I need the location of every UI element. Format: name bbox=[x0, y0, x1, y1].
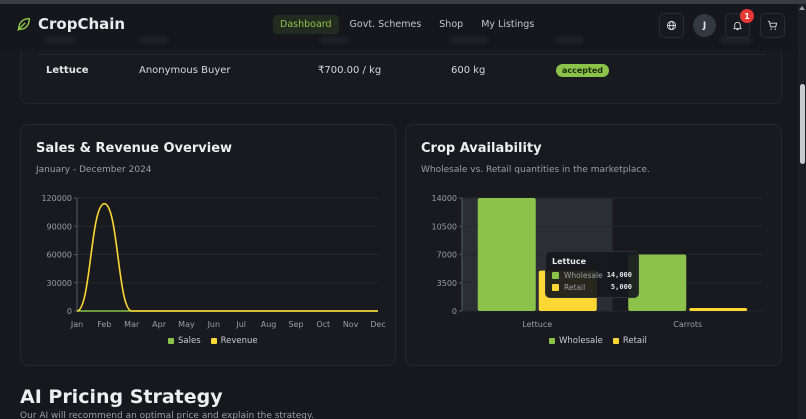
svg-text:Sep: Sep bbox=[288, 320, 303, 329]
tooltip-swatch bbox=[552, 283, 559, 291]
tooltip-label: Retail bbox=[564, 282, 586, 292]
legend-swatch bbox=[612, 338, 619, 344]
table-header-divider bbox=[37, 54, 765, 55]
chart-legend: Wholesale Retail bbox=[549, 336, 647, 346]
blurred-table-header bbox=[45, 37, 75, 43]
svg-text:7000: 7000 bbox=[437, 251, 457, 260]
card-title: Crop Availability bbox=[421, 141, 542, 156]
bar-carrots-wholesale bbox=[628, 254, 687, 311]
legend-label: Wholesale bbox=[559, 336, 603, 346]
svg-text:Oct: Oct bbox=[316, 320, 330, 329]
card-title: Sales & Revenue Overview bbox=[36, 141, 233, 156]
tooltip-value: 14,000 bbox=[606, 271, 632, 279]
cell-price: ₹700.00 / kg bbox=[318, 65, 382, 76]
cart-icon bbox=[767, 20, 778, 30]
svg-text:Feb: Feb bbox=[97, 320, 111, 329]
svg-text:0: 0 bbox=[452, 307, 457, 316]
globe-icon bbox=[666, 20, 677, 31]
leaf-icon bbox=[17, 17, 31, 31]
svg-text:10500: 10500 bbox=[432, 222, 457, 231]
svg-text:90000: 90000 bbox=[47, 222, 72, 231]
bar-carrots-retail bbox=[689, 308, 748, 311]
legend-swatch bbox=[549, 338, 555, 344]
language-button[interactable] bbox=[659, 13, 684, 38]
svg-text:3500: 3500 bbox=[437, 279, 457, 288]
top-nav-bar: CropChain Dashboard Govt. Schemes Shop M… bbox=[0, 4, 798, 50]
legend-swatch bbox=[210, 338, 217, 344]
scroll-up-arrow-icon[interactable] bbox=[799, 6, 805, 10]
crop-availability-bar-chart[interactable]: 0 3500 7000 10500 14000 Lettuce Carrots bbox=[406, 125, 783, 367]
svg-text:Lettuce: Lettuce bbox=[522, 320, 552, 329]
crop-availability-card: Crop Availability Wholesale vs. Retail q… bbox=[405, 124, 782, 366]
cell-crop: Lettuce bbox=[46, 65, 89, 76]
svg-text:Jan: Jan bbox=[70, 320, 83, 329]
tooltip-title: Lettuce bbox=[552, 257, 587, 266]
svg-text:30000: 30000 bbox=[47, 279, 72, 288]
svg-text:14000: 14000 bbox=[432, 194, 457, 203]
svg-text:60000: 60000 bbox=[47, 251, 72, 260]
cart-button[interactable] bbox=[760, 13, 785, 38]
chart-legend: Sales Revenue bbox=[168, 336, 258, 346]
blurred-table-header bbox=[320, 37, 348, 43]
tooltip-row-wholesale: Wholesale 14,000 bbox=[552, 269, 632, 281]
tooltip-swatch bbox=[552, 271, 559, 279]
nav-dashboard[interactable]: Dashboard bbox=[273, 15, 339, 34]
svg-text:0: 0 bbox=[67, 307, 72, 316]
legend-label: Retail bbox=[622, 336, 647, 346]
tooltip-row-retail: Retail 5,000 bbox=[552, 281, 632, 293]
nav-shop[interactable]: Shop bbox=[439, 19, 464, 30]
main-nav: Dashboard Govt. Schemes Shop My Listings bbox=[273, 15, 541, 34]
legend-item-retail[interactable]: Retail bbox=[612, 336, 647, 346]
series-revenue bbox=[76, 202, 378, 312]
chart-tooltip: Lettuce Wholesale 14,000 Retail 5,000 bbox=[545, 251, 639, 298]
legend-item-sales[interactable]: Sales bbox=[168, 336, 201, 346]
cell-buyer: Anonymous Buyer bbox=[139, 65, 231, 76]
bell-icon bbox=[733, 21, 742, 31]
tooltip-value: 5,000 bbox=[610, 283, 632, 291]
svg-text:May: May bbox=[178, 320, 195, 329]
blurred-table-header bbox=[140, 37, 168, 43]
browser-top-strip bbox=[0, 0, 806, 4]
scrollbar-thumb[interactable] bbox=[800, 84, 805, 164]
svg-text:Mar: Mar bbox=[124, 320, 140, 329]
nav-my-listings[interactable]: My Listings bbox=[481, 19, 535, 30]
svg-text:Jul: Jul bbox=[235, 320, 246, 329]
legend-swatch bbox=[168, 338, 174, 344]
blurred-table-header bbox=[450, 37, 488, 43]
card-subtitle: Wholesale vs. Retail quantities in the m… bbox=[421, 165, 650, 175]
status-badge: accepted bbox=[556, 64, 610, 77]
tooltip-label: Wholesale bbox=[564, 270, 603, 280]
legend-label: Sales bbox=[178, 336, 201, 346]
svg-text:Carrots: Carrots bbox=[673, 320, 702, 329]
legend-item-revenue[interactable]: Revenue bbox=[210, 336, 258, 346]
card-subtitle: January - December 2024 bbox=[36, 165, 152, 175]
sales-revenue-line-chart[interactable]: 0 30000 60000 90000 120000 Jan Feb Mar Apr May Jun… bbox=[21, 125, 397, 367]
svg-text:Aug: Aug bbox=[261, 320, 277, 329]
avatar[interactable]: J bbox=[693, 14, 716, 37]
sales-revenue-card: Sales & Revenue Overview January - Decem… bbox=[20, 124, 396, 366]
svg-text:Jun: Jun bbox=[207, 320, 221, 329]
ai-section-title: AI Pricing Strategy bbox=[20, 386, 223, 408]
svg-text:Nov: Nov bbox=[343, 320, 359, 329]
blurred-table-header bbox=[555, 37, 583, 43]
blurred-table-header bbox=[720, 37, 752, 43]
nav-govt-schemes[interactable]: Govt. Schemes bbox=[349, 19, 422, 30]
svg-text:Apr: Apr bbox=[152, 320, 167, 329]
legend-item-wholesale[interactable]: Wholesale bbox=[549, 336, 603, 346]
svg-text:120000: 120000 bbox=[41, 194, 72, 203]
ai-section-subtitle: Our AI will recommend an optimal price a… bbox=[20, 411, 314, 419]
cell-quantity: 600 kg bbox=[451, 65, 486, 76]
bar-lettuce-wholesale bbox=[477, 198, 536, 311]
table-row[interactable]: Lettuce Anonymous Buyer ₹700.00 / kg 600… bbox=[21, 62, 781, 82]
notification-count-badge: 1 bbox=[740, 9, 754, 23]
brand-name: CropChain bbox=[38, 15, 126, 33]
svg-text:Dec: Dec bbox=[370, 320, 385, 329]
brand-logo[interactable]: CropChain bbox=[16, 15, 125, 33]
page-scrollbar[interactable] bbox=[798, 4, 806, 419]
legend-label: Revenue bbox=[220, 336, 258, 346]
